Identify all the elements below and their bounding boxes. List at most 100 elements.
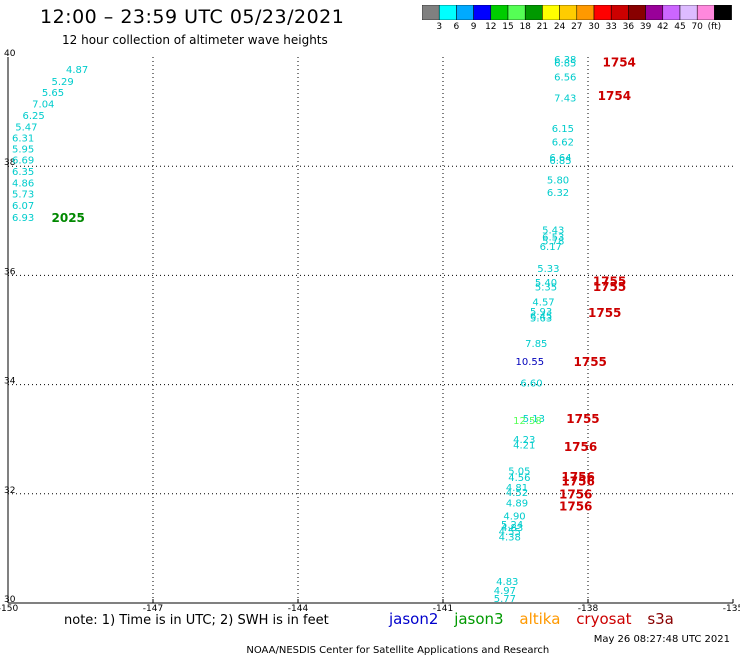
y-tick-label: 30 xyxy=(4,595,16,605)
x-tick-label: -144 xyxy=(288,604,309,614)
wave-height-value: 7.43 xyxy=(554,93,576,104)
y-tick-label: 34 xyxy=(4,377,16,387)
wave-height-value: 5.29 xyxy=(52,77,74,88)
wave-height-value: 4.86 xyxy=(12,179,34,190)
pass-time-label: 1755 xyxy=(566,412,599,426)
footer-timestamp: May 26 08:27:48 UTC 2021 xyxy=(593,634,730,645)
pass-time-label: 1756 xyxy=(559,499,592,513)
wave-height-value: 4.87 xyxy=(66,65,88,76)
y-tick-label: 40 xyxy=(4,49,16,59)
wave-height-value: 4.90 xyxy=(503,512,525,523)
wave-height-plot: -150 -147 -144 -141 -138 -135 30 32 34 36 38 40 4.87… xyxy=(0,49,740,614)
y-tick-label: 38 xyxy=(4,158,16,168)
footer-credit: NOAA/NESDIS Center for Satellite Applica… xyxy=(246,645,550,656)
wave-height-value: 5.33 xyxy=(537,264,559,275)
wave-height-value: 6.45 xyxy=(530,311,552,322)
wave-height-value: 5.77 xyxy=(494,594,516,605)
color-scale-label: 33 xyxy=(605,22,617,32)
wave-height-value: 5.35 xyxy=(535,282,557,293)
chart-title: 12:00 – 23:59 UTC 05/23/2021 xyxy=(40,6,345,28)
wave-height-value: 6.85 xyxy=(554,58,576,69)
wave-height-value: 6.64 xyxy=(549,153,571,164)
pass-time-label: 1756 xyxy=(561,470,594,484)
wave-height-value: 6.32 xyxy=(547,188,569,199)
wave-height-value: 6.15 xyxy=(552,124,574,135)
wave-height-value: 6.38 xyxy=(554,55,576,66)
x-tick-label: -147 xyxy=(143,604,163,614)
wave-height-value: 4.38 xyxy=(499,532,521,543)
y-tick-label: 36 xyxy=(4,267,16,277)
legend-s3a: s3a xyxy=(647,610,674,628)
footer: NOAA/NESDIS Center for Satellite Applica… xyxy=(240,634,730,667)
wave-height-value: 4.83 xyxy=(496,577,518,588)
legend-jason2: jason2 xyxy=(389,610,439,628)
wave-height-value: 6.56 xyxy=(554,73,576,84)
color-scale-label: 24 xyxy=(553,22,566,32)
wave-height-value: 6.60 xyxy=(520,378,542,389)
wave-height-value: 5.93 xyxy=(530,307,552,318)
wave-height-value: 5.73 xyxy=(12,190,34,201)
color-scale-label: 27 xyxy=(571,22,583,32)
wave-height-value: 6.17 xyxy=(540,242,562,253)
wave-height-value: 12.58 xyxy=(513,416,542,427)
x-tick-label: -150 xyxy=(0,604,18,614)
color-scale-label: 6 xyxy=(453,22,460,32)
color-scale-label: (ft) xyxy=(707,22,722,32)
color-scale-label: 42 xyxy=(657,22,669,32)
color-scale-label: 12 xyxy=(485,22,497,32)
wave-height-value: 6.31 xyxy=(12,133,34,144)
wave-height-value: 5.43 xyxy=(542,226,564,237)
wave-height-value: 5.65 xyxy=(42,88,64,99)
wave-height-value: 5.78 xyxy=(542,236,564,247)
x-tick-label: -141 xyxy=(433,604,453,614)
wave-height-value: 4.89 xyxy=(506,499,528,510)
wave-height-value: 6.25 xyxy=(23,111,45,122)
wave-height-value: 6.07 xyxy=(12,201,34,212)
pass-time-label: 1756 xyxy=(561,475,594,489)
wave-height-value: 5.80 xyxy=(547,175,569,186)
color-scale-label: 9 xyxy=(470,22,477,32)
color-scale-label: 39 xyxy=(639,22,652,32)
wave-height-value: 6.93 xyxy=(12,213,34,224)
legend-jason3: jason3 xyxy=(454,610,504,628)
pass-time-label: 1756 xyxy=(564,440,597,454)
mission-legend: jason2 jason3 altika cryosat s3a xyxy=(389,610,685,628)
pass-time-label: 1755 xyxy=(593,274,626,288)
color-scale-label: 70 xyxy=(691,22,703,32)
wave-height-value: 5.47 xyxy=(15,122,37,133)
x-tick-label: -135 xyxy=(723,604,740,614)
wave-height-value: 4.56 xyxy=(508,473,530,484)
color-scale-label: 18 xyxy=(519,22,531,32)
wave-height-value: 5.95 xyxy=(12,145,34,156)
wave-height-value: 4.57 xyxy=(532,298,554,309)
color-scale-label: 30 xyxy=(588,22,600,32)
wave-height-value: 7.85 xyxy=(525,339,547,350)
wave-height-value: 5.40 xyxy=(535,278,557,289)
wave-height-value: 6.62 xyxy=(552,138,574,149)
wave-height-value: 6.53 xyxy=(542,233,564,244)
color-scale-label: 21 xyxy=(536,22,549,32)
chart-subtitle: 12 hour collection of altimeter wave hei… xyxy=(62,33,328,47)
pass-time-label: 1754 xyxy=(603,55,636,69)
wave-height-value: 10.55 xyxy=(516,357,545,368)
color-scale-label: 3 xyxy=(436,22,443,32)
wave-height-value: 5.63 xyxy=(530,313,552,324)
pass-time-label: 1754 xyxy=(598,89,631,103)
y-tick-label: 32 xyxy=(4,486,15,496)
color-scale-label: 15 xyxy=(502,22,514,32)
wave-height-value: 5.24 xyxy=(501,520,523,531)
legend-cryosat: cryosat xyxy=(576,610,632,628)
pass-time-label: 2025 xyxy=(52,211,85,225)
wave-height-value: 5.05 xyxy=(508,466,530,477)
pass-time-label: 1755 xyxy=(574,355,607,369)
wave-height-value: 4.97 xyxy=(494,586,516,597)
pass-time-label: 1756 xyxy=(559,487,592,501)
units-note: note: 1) Time is in UTC; 2) SWH is in fe… xyxy=(64,613,329,628)
wave-height-value: 4.23 xyxy=(513,435,535,446)
wave-height-value: 6.69 xyxy=(12,156,34,167)
color-swatch xyxy=(714,5,732,20)
wave-height-value: 6.35 xyxy=(12,167,34,178)
wave-height-value: 5.13 xyxy=(523,414,545,425)
wave-height-value: 4.83 xyxy=(501,523,523,534)
color-scale-label: 36 xyxy=(622,22,635,32)
